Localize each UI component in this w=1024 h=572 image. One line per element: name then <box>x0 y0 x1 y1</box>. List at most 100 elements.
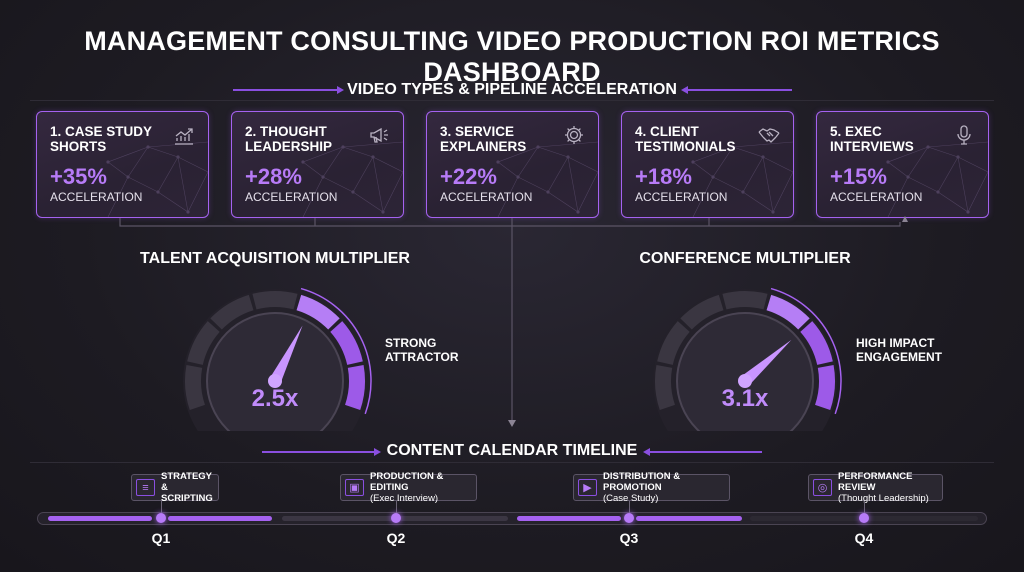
milestone-dot <box>391 513 401 523</box>
card-acceleration-label: ACCELERATION <box>830 190 923 204</box>
milestone-title: STRATEGY & <box>161 471 212 493</box>
quarter-label: Q4 <box>854 530 874 546</box>
timeline-arrow-left <box>262 451 374 453</box>
document-icon: ≡ <box>136 479 155 496</box>
quarter-label: Q3 <box>619 530 639 546</box>
timeline-bar-q3-left <box>517 516 621 521</box>
timeline-arrowhead-left <box>374 448 381 456</box>
conference-gauge-title: CONFERENCE MULTIPLIER <box>639 250 851 267</box>
gauge-segment <box>187 321 220 365</box>
video-type-card: 4. CLIENT TESTIMONIALS +18% ACCELERATION <box>621 111 794 218</box>
milestone-card: ▣ PRODUCTION & EDITING (Exec Interview) <box>340 471 477 504</box>
card-title: 3. SERVICE EXPLAINERS <box>440 124 527 154</box>
card-acceleration-label: ACCELERATION <box>50 190 143 204</box>
gauge-glow-arc <box>770 287 842 415</box>
talent-multiplier-gauge <box>183 287 372 431</box>
milestone-dot <box>859 513 869 523</box>
card-acceleration-value: +18% <box>635 164 692 189</box>
timeline-bar-q1-right <box>168 516 272 521</box>
gauge-segment <box>210 294 254 330</box>
video-type-card: 1. CASE STUDY SHORTS +35% ACCELERATION <box>36 111 209 218</box>
gauge-segment <box>815 365 835 411</box>
timeline-bar-q1-left <box>48 516 152 521</box>
card-title: 4. CLIENT TESTIMONIALS <box>635 124 736 154</box>
gauge-dial <box>676 312 814 431</box>
camera-icon: ▣ <box>345 479 364 496</box>
card-acceleration-label: ACCELERATION <box>245 190 338 204</box>
heading-arrow-left <box>233 89 337 91</box>
timeline-bar-q3-right <box>636 516 742 521</box>
gauge-segment <box>655 365 675 411</box>
megaphone-icon: ▶ <box>578 479 597 496</box>
milestone-stem <box>160 501 162 513</box>
heading-arrowhead-right <box>681 86 688 94</box>
gauge-segment <box>800 321 833 365</box>
timeline-divider <box>30 462 994 463</box>
card-acceleration-label: ACCELERATION <box>635 190 728 204</box>
timeline-arrowhead-right <box>643 448 650 456</box>
milestone-text: STRATEGY & SCRIPTING <box>161 471 213 504</box>
video-type-card: 5. EXEC INTERVIEWS +15% ACCELERATION <box>816 111 989 218</box>
gauge-hub <box>738 374 752 388</box>
card-title: 1. CASE STUDY SHORTS <box>50 124 152 154</box>
megaphone-icon <box>368 124 390 146</box>
video-type-card: 2. THOUGHT LEADERSHIP +28% ACCELERATION <box>231 111 404 218</box>
timeline-heading: CONTENT CALENDAR TIMELINE <box>386 442 638 459</box>
page-title: MANAGEMENT CONSULTING VIDEO PRODUCTION R… <box>84 26 940 87</box>
talent-gauge-label-line2: ATTRACTOR <box>385 350 459 364</box>
conference-multiplier-gauge <box>653 287 842 431</box>
gauge-segment <box>766 294 810 330</box>
heading-arrow-right <box>688 89 792 91</box>
talent-gauge-value: 2.5x <box>251 385 299 412</box>
milestone-subtitle: (Case Study) <box>603 493 659 504</box>
conference-gauge-label: HIGH IMPACT ENGAGEMENT <box>856 336 942 364</box>
milestone-dot <box>624 513 634 523</box>
network-mesh-decoration <box>301 141 403 217</box>
milestone-card: ≡ STRATEGY & SCRIPTING <box>131 471 219 504</box>
milestone-title: PERFORMANCE REVIEW <box>838 471 913 493</box>
conference-gauge-label-line1: HIGH IMPACT <box>856 336 935 350</box>
gauge-segment <box>330 321 363 365</box>
header-divider <box>30 100 994 101</box>
pipeline-heading: VIDEO TYPES & PIPELINE ACCELERATION <box>347 81 677 98</box>
gauge-segment <box>345 365 365 411</box>
milestone-dot <box>156 513 166 523</box>
trend-chart-icon <box>173 124 195 146</box>
milestone-title: DISTRIBUTION & PROMOTION <box>603 471 681 493</box>
card-acceleration-value: +15% <box>830 164 887 189</box>
milestone-text: DISTRIBUTION & PROMOTION (Case Study) <box>603 471 723 504</box>
conference-gauge-label-line2: ENGAGEMENT <box>856 350 943 364</box>
heading-arrowhead-left <box>337 86 344 94</box>
card-acceleration-value: +35% <box>50 164 107 189</box>
milestone-stem <box>395 501 397 513</box>
gauge-segment <box>722 291 768 310</box>
talent-gauge-label: STRONG ATTRACTOR <box>385 336 459 364</box>
card-title: 2. THOUGHT LEADERSHIP <box>245 124 333 154</box>
conference-gauge-value: 3.1x <box>721 385 769 412</box>
handshake-icon <box>758 124 780 146</box>
gauge-segment <box>680 294 724 330</box>
milestone-subtitle: (Thought Leadership) <box>838 493 929 504</box>
milestone-card: ◎ PERFORMANCE REVIEW (Thought Leadership) <box>808 471 943 504</box>
card-acceleration-label: ACCELERATION <box>440 190 533 204</box>
milestone-stem <box>628 501 630 513</box>
milestone-text: PERFORMANCE REVIEW (Thought Leadership) <box>838 471 936 504</box>
quarter-label: Q1 <box>151 530 171 546</box>
card-acceleration-value: +28% <box>245 164 302 189</box>
microphone-icon <box>953 124 975 146</box>
gear-icon <box>563 124 585 146</box>
hand-coin-icon: ◎ <box>813 479 832 496</box>
gauge-needle <box>269 325 303 384</box>
gauge-segment <box>657 321 690 365</box>
milestone-subtitle: (Exec Interview) <box>370 493 439 504</box>
network-mesh-decoration <box>496 141 598 217</box>
timeline-arrow-right <box>650 451 762 453</box>
timeline-track <box>37 512 987 525</box>
card-title: 5. EXEC INTERVIEWS <box>830 124 914 154</box>
milestone-card: ▶ DISTRIBUTION & PROMOTION (Case Study) <box>573 471 730 504</box>
gauge-segment <box>185 365 205 411</box>
milestone-title: PRODUCTION & EDITING <box>370 471 444 493</box>
gauge-glow-arc <box>300 287 372 415</box>
gauge-hub <box>268 374 282 388</box>
